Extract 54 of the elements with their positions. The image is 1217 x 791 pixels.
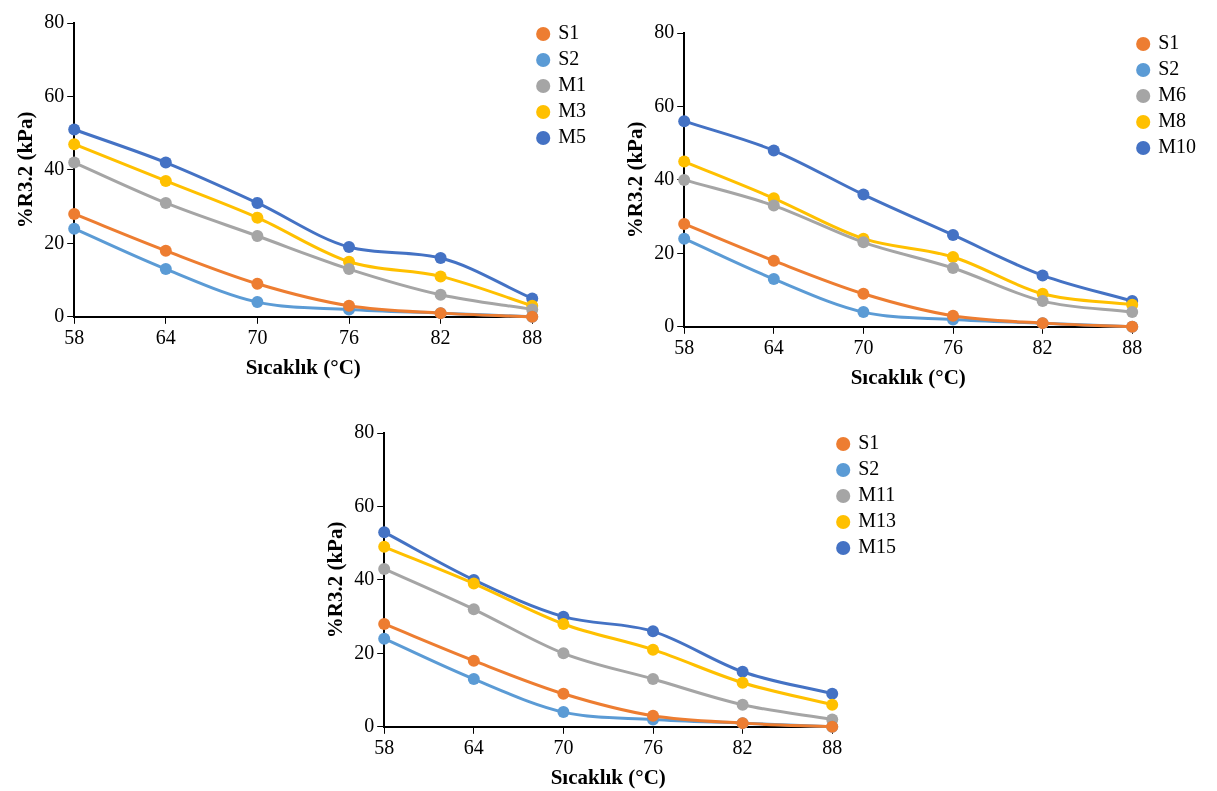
legend-label: S1 — [558, 21, 580, 44]
legend-label: S1 — [1158, 31, 1180, 54]
y-axis-title: %R3.2 (kPa) — [13, 111, 38, 229]
legend-label: M1 — [558, 73, 587, 96]
x-tick-label: 76 — [943, 336, 964, 359]
y-tick-label: 0 — [364, 714, 375, 737]
x-tick-label: 76 — [643, 736, 664, 759]
x-axis-title: Sıcaklık (°C) — [550, 764, 666, 789]
legend-label: M13 — [858, 509, 897, 532]
y-tick-label: 40 — [654, 167, 675, 190]
x-tick-label: 88 — [1122, 336, 1143, 359]
y-tick-label: 40 — [354, 567, 375, 590]
x-tick-label: 88 — [522, 326, 543, 349]
legend-label: S2 — [558, 47, 580, 70]
x-tick-label: 70 — [553, 736, 574, 759]
y-axis-title: %R3.2 (kPa) — [323, 521, 348, 639]
legend-label: M5 — [558, 125, 587, 148]
legend-label: S2 — [858, 457, 880, 480]
x-tick-label: 64 — [463, 736, 484, 759]
y-tick-label: 60 — [44, 83, 65, 106]
legend-label: M15 — [858, 535, 897, 558]
y-tick-label: 40 — [44, 157, 65, 180]
legend-label: M3 — [558, 99, 587, 122]
x-axis-title: Sıcaklık (°C) — [245, 354, 361, 379]
x-tick-label: 64 — [763, 336, 784, 359]
x-tick-label: 82 — [732, 736, 753, 759]
y-tick-label: 60 — [354, 493, 375, 516]
y-tick-label: 80 — [44, 10, 65, 33]
legend-label: M8 — [1158, 109, 1187, 132]
y-tick-label: 80 — [354, 420, 375, 443]
legend-label: M6 — [1158, 83, 1187, 106]
y-tick-label: 0 — [664, 314, 675, 337]
x-tick-label: 70 — [247, 326, 268, 349]
x-tick-label: 58 — [374, 736, 395, 759]
y-tick-label: 0 — [54, 304, 65, 327]
x-axis-title: Sıcaklık (°C) — [850, 364, 966, 389]
y-tick-label: 60 — [654, 93, 675, 116]
y-axis-title: %R3.2 (kPa) — [623, 121, 648, 239]
legend-label: S1 — [858, 431, 880, 454]
x-tick-label: 58 — [674, 336, 695, 359]
y-tick-label: 20 — [654, 240, 675, 263]
y-tick-label: 20 — [44, 230, 65, 253]
legend-label: M11 — [858, 483, 896, 506]
legend-label: M10 — [1158, 135, 1197, 158]
y-tick-label: 80 — [654, 20, 675, 43]
x-tick-label: 82 — [1032, 336, 1053, 359]
x-tick-label: 82 — [430, 326, 451, 349]
x-tick-label: 70 — [853, 336, 874, 359]
x-tick-label: 76 — [339, 326, 360, 349]
x-tick-label: 58 — [64, 326, 85, 349]
x-tick-label: 88 — [822, 736, 843, 759]
y-tick-label: 20 — [354, 640, 375, 663]
x-tick-label: 64 — [155, 326, 176, 349]
legend-label: S2 — [1158, 57, 1180, 80]
